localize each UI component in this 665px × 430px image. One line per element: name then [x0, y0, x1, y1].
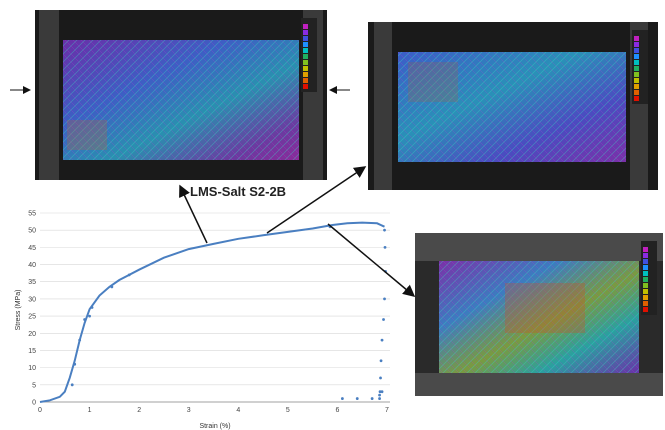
strain-field-image-bottom-right	[415, 233, 663, 396]
colorbar-swatch	[643, 253, 648, 258]
colorbar-swatch	[634, 54, 639, 59]
colorbar-swatch	[303, 42, 308, 47]
colorbar-swatch	[643, 277, 648, 282]
colorbar-swatch	[643, 307, 648, 312]
colorbar-swatch	[303, 72, 308, 77]
colorbar-swatch	[634, 90, 639, 95]
colorbar-swatch	[303, 24, 308, 29]
y-tick-label: 45	[28, 245, 36, 252]
y-tick-label: 0	[32, 400, 36, 407]
data-point	[380, 338, 384, 342]
x-tick-label: 0	[38, 407, 42, 414]
colorbar-swatch	[643, 301, 648, 306]
colorbar-swatch	[634, 78, 639, 83]
data-point	[78, 338, 82, 342]
sample-label: LMS-Salt S2-2B	[190, 184, 287, 199]
data-point	[378, 390, 382, 394]
data-point	[380, 390, 384, 394]
data-point	[355, 397, 359, 400]
data-point	[88, 314, 91, 318]
colorbar-swatch	[303, 54, 308, 59]
colorbar-swatch	[643, 283, 648, 288]
colorbar-swatch	[634, 84, 639, 89]
y-tick-label: 35	[28, 279, 36, 286]
strain-field-image-top-right	[368, 22, 658, 190]
data-point	[379, 359, 383, 363]
x-tick-label: 6	[335, 407, 339, 414]
y-tick-label: 10	[28, 365, 36, 372]
y-tick-label: 30	[28, 296, 36, 303]
colorbar-swatch	[634, 48, 639, 53]
colorbar-swatch	[643, 295, 648, 300]
colorbar-swatch	[303, 48, 308, 53]
colorbar	[301, 18, 317, 92]
y-tick-label: 20	[28, 331, 36, 338]
colorbar-swatch	[303, 60, 308, 65]
data-point	[383, 228, 386, 232]
colorbar-swatch	[634, 36, 639, 41]
data-point	[370, 397, 374, 400]
data-point	[379, 376, 382, 380]
y-tick-labels: 0 5 10 15 20 25 30 35 40 45 50 55	[28, 211, 36, 407]
x-tick-label: 2	[137, 407, 141, 414]
data-point	[378, 397, 381, 400]
data-point	[340, 397, 344, 400]
colorbar-swatch	[303, 78, 308, 83]
data-point	[70, 383, 74, 387]
colorbar-swatch	[634, 96, 639, 101]
colorbar-swatch	[303, 84, 308, 89]
y-tick-label: 5	[32, 382, 36, 389]
y-tick-label: 15	[28, 348, 36, 355]
strain-field-image-top-left	[35, 10, 327, 180]
data-point	[384, 270, 387, 273]
x-axis-label: Strain (%)	[199, 423, 230, 430]
x-tick-labels: 0 1 2 3 4 5 6 7	[38, 407, 389, 414]
colorbar-swatch	[643, 259, 648, 264]
data-points	[70, 225, 387, 400]
x-tick-label: 3	[187, 407, 191, 414]
data-point	[378, 393, 381, 397]
data-point	[73, 362, 77, 366]
y-axis-label: Stress (MPa)	[15, 290, 22, 331]
data-point	[383, 245, 387, 249]
colorbar	[641, 241, 657, 315]
y-tick-label: 40	[28, 262, 36, 269]
colorbar-swatch	[634, 72, 639, 77]
colorbar-swatch	[643, 289, 648, 294]
y-tick-label: 25	[28, 314, 36, 321]
data-point	[127, 273, 131, 277]
colorbar-swatch	[303, 30, 308, 35]
colorbar-swatch	[643, 247, 648, 252]
x-tick-label: 4	[236, 407, 240, 414]
colorbar	[632, 30, 648, 104]
x-tick-label: 7	[385, 407, 389, 414]
data-point	[328, 225, 332, 229]
colorbar-swatch	[643, 265, 648, 270]
y-tick-label: 50	[28, 228, 36, 235]
x-tick-label: 5	[286, 407, 290, 414]
colorbar-swatch	[643, 271, 648, 276]
colorbar-swatch	[634, 42, 639, 47]
x-tick-label: 1	[88, 407, 92, 414]
data-point	[110, 285, 114, 289]
colorbar-swatch	[634, 66, 639, 71]
stress-strain-curve	[39, 221, 385, 403]
data-point	[83, 318, 87, 321]
colorbar-swatch	[634, 60, 639, 65]
data-point	[382, 318, 385, 321]
y-tick-label: 55	[28, 211, 36, 218]
colorbar-swatch	[303, 66, 308, 71]
data-point	[383, 297, 386, 301]
data-point	[90, 306, 94, 309]
colorbar-swatch	[303, 36, 308, 41]
